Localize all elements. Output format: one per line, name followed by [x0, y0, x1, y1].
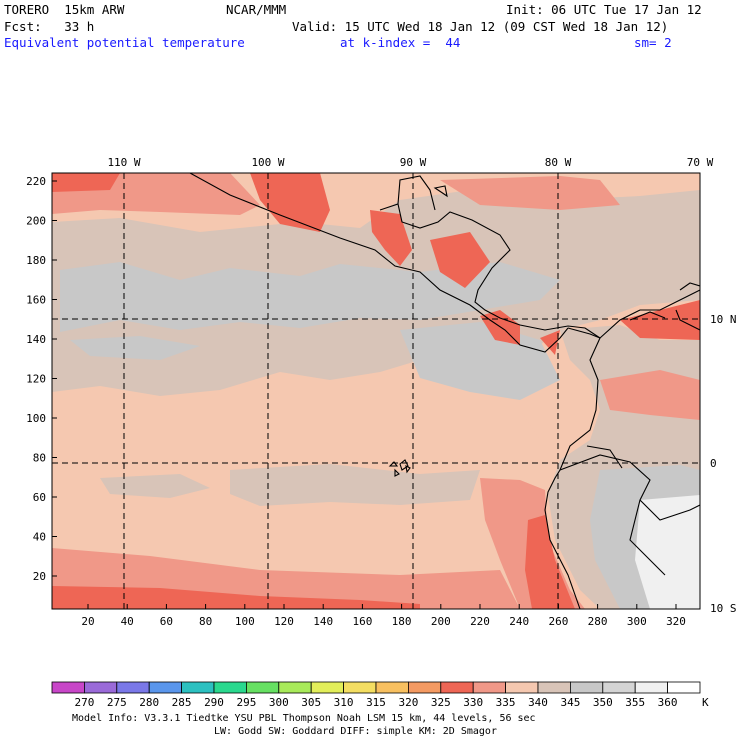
- x-tick-label: 180: [392, 615, 412, 628]
- y-tick-label: 80: [33, 452, 46, 465]
- x-tick-label: 160: [352, 615, 372, 628]
- colorbar-swatch: [505, 681, 539, 694]
- colorbar-swatch: [213, 681, 247, 694]
- valid-time: Valid: 15 UTC Wed 18 Jan 12 (09 CST Wed …: [292, 19, 669, 34]
- x-tick-label: 280: [588, 615, 608, 628]
- latlon-grid: [52, 173, 700, 609]
- x-tick-label: 140: [313, 615, 333, 628]
- colorbar-swatch: [343, 681, 377, 694]
- y-tick-label: 180: [26, 254, 46, 267]
- colorbar-swatch: [375, 681, 409, 694]
- x-tick-label: 240: [509, 615, 529, 628]
- colorbar-swatch: [245, 681, 280, 694]
- y-tick-label: 20: [33, 570, 46, 583]
- colorbar-swatch: [634, 681, 669, 694]
- x-tick-label: 300: [627, 615, 647, 628]
- y-tick-label: 100: [26, 412, 46, 425]
- footer-model-info: Model Info: V3.3.1 Tiedtke YSU PBL Thomp…: [72, 713, 536, 724]
- forecast-hour: Fcst: 33 h: [4, 19, 95, 34]
- colorbar-label: 360: [658, 696, 678, 709]
- colorbar-label: 325: [431, 696, 451, 709]
- colorbar-swatch: [116, 681, 150, 694]
- colorbar-label: 345: [560, 696, 580, 709]
- lon-label-110w: 110 W: [107, 156, 140, 169]
- plot-frame: [51, 172, 701, 610]
- colorbar-swatch: [148, 681, 182, 694]
- x-tick-label: 100: [235, 615, 255, 628]
- x-tick-label: 320: [666, 615, 686, 628]
- colorbar-swatch: [667, 681, 701, 694]
- colorbar-swatch: [407, 681, 442, 694]
- x-tick-label: 120: [274, 615, 294, 628]
- tick-marks: [52, 180, 677, 609]
- colorbar-label: 340: [528, 696, 548, 709]
- colorbar-label: 280: [139, 696, 159, 709]
- field-name: Equivalent potential temperature: [4, 35, 245, 50]
- smoothing-info: sm= 2: [634, 35, 672, 50]
- footer-physics-info: LW: Godd SW: Goddard DIFF: simple KM: 2D…: [214, 726, 497, 737]
- y-tick-label: 40: [33, 531, 46, 544]
- colorbar-unit: K: [702, 696, 709, 709]
- theta-e-field: [52, 173, 700, 609]
- x-tick-label: 40: [121, 615, 134, 628]
- organization: NCAR/MMM: [226, 2, 287, 17]
- coastlines: [189, 173, 700, 609]
- colorbar-label: 320: [398, 696, 418, 709]
- colorbar-label: 305: [301, 696, 321, 709]
- colorbar-label: 355: [625, 696, 645, 709]
- x-tick-label: 20: [81, 615, 94, 628]
- x-tick-label: 80: [199, 615, 212, 628]
- init-time: Init: 06 UTC Tue 17 Jan 12: [506, 2, 702, 17]
- colorbar-swatch: [310, 681, 345, 694]
- y-tick-label: 200: [26, 215, 46, 228]
- y-tick-label: 220: [26, 175, 46, 188]
- colorbar-swatch: [278, 681, 312, 694]
- model-name: TORERO 15km ARW: [4, 2, 125, 17]
- x-tick-label: 260: [548, 615, 568, 628]
- colorbar-label: 315: [366, 696, 386, 709]
- lon-label-90w: 90 W: [400, 156, 427, 169]
- colorbar-swatch: [602, 681, 636, 694]
- colorbar-label: 335: [496, 696, 516, 709]
- y-tick-label: 140: [26, 333, 46, 346]
- colorbar-swatch: [181, 681, 215, 694]
- y-tick-label: 160: [26, 294, 46, 307]
- colorbar-swatch: [537, 681, 571, 694]
- y-tick-labels: 220 200 180 160 140 120 100 80 60 40 20: [26, 175, 46, 583]
- colorbar-swatch: [84, 681, 118, 694]
- y-tick-label: 60: [33, 491, 46, 504]
- colorbar-label: 350: [593, 696, 613, 709]
- colorbar-label: 270: [74, 696, 94, 709]
- colorbar-label: 275: [107, 696, 127, 709]
- x-tick-labels: 20 40 60 80 100 120 140 160 180 200 220 240 260 280 30…: [81, 615, 686, 628]
- y-tick-label: 120: [26, 373, 46, 386]
- x-tick-label: 60: [160, 615, 173, 628]
- colorbar-label: 300: [269, 696, 289, 709]
- colorbar-label: 290: [204, 696, 224, 709]
- lat-label-0: 0: [710, 457, 717, 470]
- x-tick-label: 200: [431, 615, 451, 628]
- lat-label-10n: 10 N: [710, 313, 737, 326]
- colorbar-label: 310: [334, 696, 354, 709]
- colorbar: 270 275 280 285 290 295 300 305 310 315 320 325 330 3…: [51, 681, 701, 709]
- lat-label-10s: 10 S: [710, 602, 737, 615]
- lon-label-80w: 80 W: [545, 156, 572, 169]
- colorbar-swatch: [51, 681, 85, 694]
- colorbar-swatch: [570, 681, 604, 694]
- lon-label-70w: 70 W: [687, 156, 714, 169]
- colorbar-label: 295: [236, 696, 256, 709]
- level-info: at k-index = 44: [340, 35, 461, 50]
- colorbar-swatch: [472, 681, 507, 694]
- colorbar-swatch: [440, 681, 474, 694]
- x-tick-label: 220: [470, 615, 490, 628]
- lon-label-100w: 100 W: [251, 156, 284, 169]
- colorbar-label: 330: [463, 696, 483, 709]
- colorbar-label: 285: [172, 696, 192, 709]
